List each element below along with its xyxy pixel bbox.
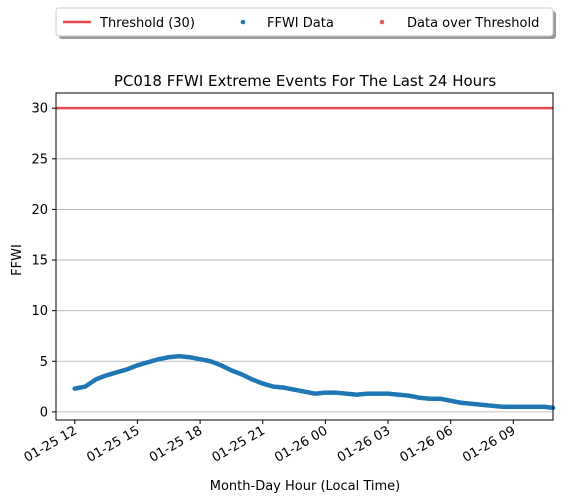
x-axis-label: Month-Day Hour (Local Time): [210, 479, 400, 494]
y-tick-label: 20: [31, 203, 48, 218]
chart-title: PC018 FFWI Extreme Events For The Last 2…: [114, 72, 497, 90]
x-tick-label: 01-25 15: [84, 423, 142, 465]
legend-over-threshold-swatch: [379, 19, 385, 25]
y-tick-label: 0: [40, 405, 48, 420]
legend-box: [55, 7, 554, 37]
y-tick-label: 25: [31, 152, 48, 167]
y-tick-label: 5: [40, 355, 48, 370]
plot-frame: [55, 92, 554, 421]
x-tick-label: 01-25 12: [22, 423, 80, 465]
legend: Threshold (30) FFWI Data Data over Thres…: [55, 7, 556, 39]
y-axis: 0 5 10 15 20 25 30: [31, 102, 56, 420]
y-tick-label: 30: [31, 102, 48, 117]
y-tick-label: 10: [31, 304, 48, 319]
legend-threshold-label: Threshold (30): [99, 16, 195, 31]
x-axis: 01-25 12 01-25 15 01-25 18 01-25 21 01-26 00…: [22, 420, 518, 466]
y-axis-label: FFWI: [10, 244, 25, 276]
legend-ffwi-swatch: [240, 19, 246, 25]
x-tick-label: 01-25 21: [210, 423, 268, 465]
x-tick-label: 01-26 09: [460, 423, 518, 465]
x-tick-label: 01-26 00: [272, 423, 330, 465]
legend-ffwi-label: FFWI Data: [267, 16, 334, 31]
data-points: [72, 353, 556, 411]
x-tick-label: 01-25 18: [147, 423, 205, 465]
y-tick-label: 15: [31, 254, 48, 269]
legend-over-threshold-label: Data over Threshold: [407, 16, 539, 31]
x-tick-label: 01-26 03: [335, 423, 393, 465]
x-tick-label: 01-26 06: [398, 423, 456, 465]
